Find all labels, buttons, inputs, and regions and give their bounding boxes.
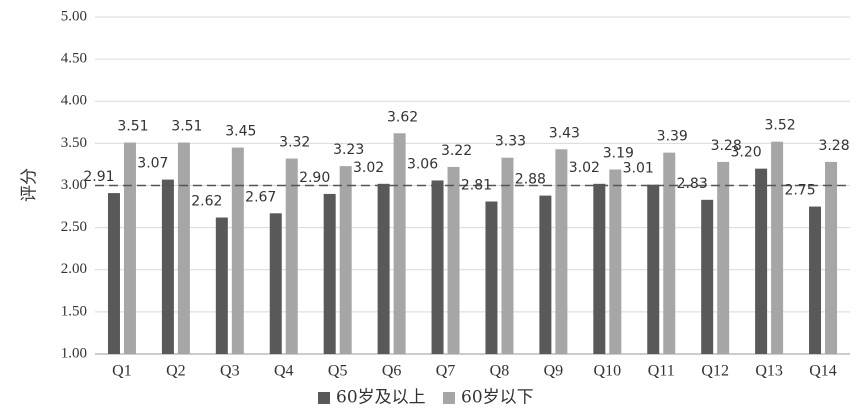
data-label-under-60: 3.43 [549,125,580,141]
bar-under-60 [393,133,406,354]
data-label-under-60: 3.52 [765,118,796,134]
x-tick-label: Q8 [490,363,510,380]
data-label-60-and-above: 2.90 [299,170,330,186]
data-label-60-and-above: 2.81 [461,178,492,194]
data-label-under-60: 3.28 [711,138,742,154]
x-tick-label: Q13 [755,363,783,380]
bar-60-and-above [755,168,768,354]
legend-swatch [443,392,455,404]
bar-under-60 [717,161,730,354]
data-label-under-60: 3.39 [657,129,688,145]
y-tick-label: 4.50 [61,51,87,67]
bar-under-60 [555,149,568,354]
data-label-60-and-above: 3.02 [569,160,600,176]
x-tick-label: Q14 [809,363,837,380]
x-tick-label: Q11 [648,363,675,380]
bar-under-60 [501,157,514,354]
bar-60-and-above [161,179,174,354]
y-tick-label: 1.00 [61,345,87,361]
x-tick-label: Q5 [328,363,348,380]
x-tick-label: Q10 [594,363,622,380]
data-label-60-and-above: 3.02 [353,160,384,176]
y-tick-label: 3.50 [61,135,87,151]
legend-label: 60岁以下 [461,388,534,408]
data-label-60-and-above: 2.91 [83,169,114,185]
bar-60-and-above [539,195,552,354]
data-label-under-60: 3.22 [441,143,472,159]
bar-60-and-above [377,183,390,354]
bar-60-and-above [215,217,228,354]
data-label-60-and-above: 2.67 [245,189,276,205]
bar-60-and-above [431,180,444,354]
bar-under-60 [177,142,190,354]
bar-60-and-above [647,184,660,354]
x-tick-label: Q6 [382,363,402,380]
bar-60-and-above [809,206,822,354]
bar-under-60 [285,158,298,354]
bar-60-and-above [701,199,714,354]
data-label-under-60: 3.51 [117,119,148,135]
y-tick-label: 2.00 [61,261,87,277]
y-axis-label: 评分 [20,168,40,202]
x-tick-label: Q3 [220,363,240,380]
data-label-under-60: 3.23 [333,142,364,158]
bar-60-and-above [107,193,120,354]
x-tick-label: Q2 [166,363,186,380]
bar-60-and-above [323,193,336,354]
data-label-under-60: 3.33 [495,134,526,150]
y-tick-label: 3.00 [61,177,87,193]
bar-under-60 [123,142,136,354]
data-label-60-and-above: 3.06 [407,156,438,172]
y-tick-label: 1.50 [61,303,87,319]
data-label-60-and-above: 3.01 [623,161,654,177]
x-tick-label: Q7 [436,363,456,380]
data-label-under-60: 3.51 [171,119,202,135]
x-tick-label: Q4 [274,363,294,380]
bar-under-60 [771,141,784,354]
data-label-under-60: 3.62 [387,109,418,125]
bar-under-60 [339,166,352,354]
x-tick-label: Q9 [544,363,564,380]
axes: 1.00 1.50 2.00 2.50 3.00 3.50 4.00 4.50 5.00 Q1 Q2… [61,8,837,379]
bar-60-and-above [485,201,498,354]
data-label-60-and-above: 2.88 [515,172,546,188]
data-label-under-60: 3.19 [603,145,634,161]
bar-under-60 [663,152,676,354]
data-label-under-60: 3.32 [279,135,310,151]
x-tick-label: Q12 [701,363,729,380]
bar-under-60 [231,147,244,354]
legend-label: 60岁及以上 [336,388,426,408]
data-label-60-and-above: 3.07 [137,156,168,172]
data-label-60-and-above: 3.20 [731,145,762,161]
bar-60-and-above [593,183,606,354]
data-label-60-and-above: 2.75 [784,183,815,199]
legend: 60岁及以上 60岁以下 [318,388,534,408]
bar-under-60 [447,166,460,354]
data-label-under-60: 3.28 [818,138,849,154]
data-label-under-60: 3.45 [225,124,256,140]
x-tick-label: Q1 [112,363,132,380]
y-tick-label: 4.00 [61,93,87,109]
y-tick-label: 2.50 [61,219,87,235]
data-labels: 2.91 3.51 3.07 3.51 2.62 3.45 2.67 3.32 2.903.23… [83,109,849,209]
data-label-60-and-above: 2.83 [677,176,708,192]
data-label-60-and-above: 2.62 [191,194,222,210]
bar-60-and-above [269,213,282,354]
legend-swatch [318,392,330,404]
y-tick-label: 5.00 [61,8,87,24]
bar-under-60 [609,169,622,354]
bar-under-60 [825,161,838,354]
bars [107,133,838,354]
